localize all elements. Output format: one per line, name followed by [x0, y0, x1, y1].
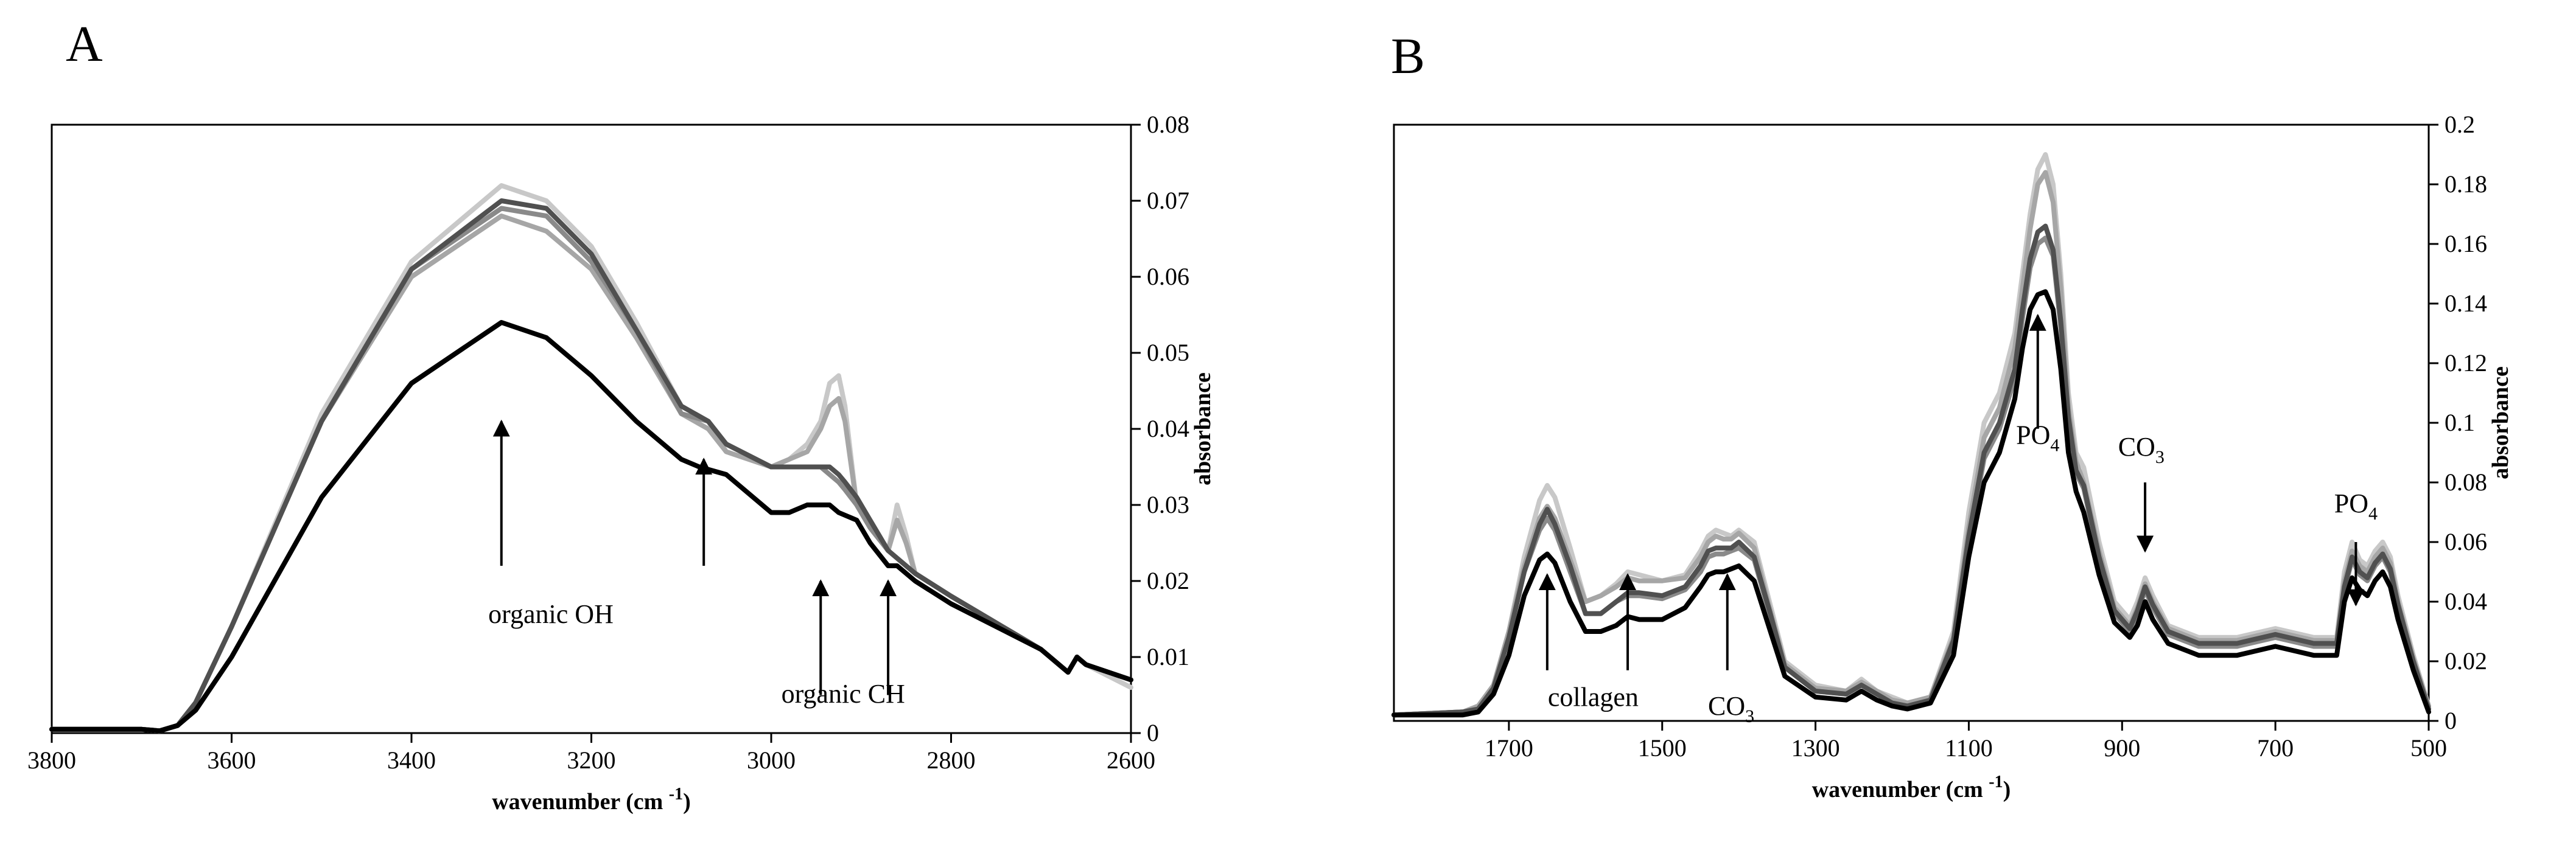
y-tick-label-b: 0.04 [2445, 588, 2487, 615]
x-axis-title-text: wavenumber (cm [492, 789, 669, 815]
panel-label-a: A [66, 16, 103, 72]
x-tick-label-b: 900 [2104, 734, 2140, 762]
annotation-label: CO3 [2118, 432, 2165, 467]
x-tick-label-b: 1500 [1638, 734, 1687, 762]
x-tick-label-b: 1700 [1485, 734, 1533, 762]
annotation-subscript: 3 [2155, 447, 2165, 467]
x-axis-title-sup: -1 [669, 785, 683, 804]
annotation-label: organic OH [488, 599, 614, 629]
y-tick-label-b: 0.16 [2445, 230, 2487, 257]
y-tick-label-a: 0.04 [1147, 415, 1189, 442]
y-tick-label-b: 0.08 [2445, 468, 2487, 496]
series-line-spectrum-4 [1391, 223, 2431, 718]
x-axis-title-text: wavenumber (cm [1812, 777, 1989, 802]
series-line-spectrum-3 [49, 206, 1133, 734]
annotation-label: PO4 [2016, 420, 2059, 455]
panel-a: A 0 0.01 0.02 0.03 0.04 0.05 0.06 0.07 0.08 3800 36… [27, 16, 1216, 815]
annotation-label: collagen [1548, 683, 1639, 712]
y-tick-label-a: 0.08 [1147, 111, 1189, 138]
x-tick-label-a: 3600 [208, 746, 256, 774]
annotation-text: organic OH [488, 599, 614, 629]
x-axis-title-sup: -1 [1989, 773, 2003, 791]
x-tick-label-b: 1100 [1945, 734, 1993, 762]
y-axis-title-b: absorbance [2488, 366, 2513, 479]
y-tick-label-b: 0.12 [2445, 349, 2487, 377]
annotation-text: CO [2118, 432, 2155, 462]
annotation-subscript: 4 [2050, 435, 2059, 455]
y-tick-label-b: 0.2 [2445, 111, 2475, 138]
annotation-subscript: 4 [2368, 504, 2378, 524]
y-tick-label-b: 0.1 [2445, 409, 2475, 436]
y-tick-label-a: 0 [1147, 719, 1159, 746]
y-tick-label-a: 0.03 [1147, 491, 1189, 518]
y-tick-label-b: 0.02 [2445, 647, 2487, 675]
y-tick-label-b: 0.06 [2445, 528, 2487, 555]
x-tick-label-a: 3800 [27, 746, 76, 774]
y-tick-label-a: 0.02 [1147, 567, 1189, 594]
annotation-label: CO3 [1708, 691, 1754, 726]
y-tick-label-a: 0.07 [1147, 187, 1189, 214]
x-axis-title-close: ) [683, 789, 691, 815]
y-tick-label-a: 0.06 [1147, 263, 1189, 290]
annotation-label: organic CH [782, 679, 905, 709]
x-axis-title-b: wavenumber (cm -1) [1812, 773, 2011, 802]
x-tick-label-a: 3000 [747, 746, 796, 774]
x-tick-label-a: 2800 [927, 746, 976, 774]
panel-label-b: B [1391, 28, 1425, 85]
series-line-spectrum-2 [49, 214, 1133, 734]
plot-frame-a [51, 123, 1132, 734]
y-tick-label-a: 0.01 [1147, 643, 1189, 670]
x-tick-label-a: 3400 [387, 746, 436, 774]
x-tick-label-b: 1300 [1791, 734, 1840, 762]
series-line-spectrum-3 [1391, 235, 2431, 718]
annotation-text: organic CH [782, 679, 905, 709]
y-tick-label-a: 0.05 [1147, 339, 1189, 366]
x-tick-label-b: 500 [2410, 734, 2447, 762]
x-axis-title-close: ) [2003, 777, 2011, 802]
panel-b: B 0 0.02 0.04 0.06 0.08 0.1 0.12 0.14 0.16 0.18 0.2… [1391, 28, 2513, 802]
annotation-text: PO [2334, 489, 2368, 518]
x-axis-title-a: wavenumber (cm -1) [492, 785, 691, 815]
series-line-spectrum-5 [49, 320, 1133, 734]
x-tick-label-a: 3200 [567, 746, 616, 774]
annotation-text: collagen [1548, 683, 1639, 712]
series-line-spectrum-4 [49, 198, 1133, 734]
y-tick-label-b: 0 [2445, 707, 2457, 734]
x-tick-label-a: 2600 [1107, 746, 1155, 774]
x-tick-label-b: 700 [2257, 734, 2294, 762]
y-tick-label-b: 0.18 [2445, 170, 2487, 198]
y-axis-title-a: absorbance [1190, 372, 1216, 485]
annotation-subscript: 3 [1745, 706, 1754, 726]
annotation-text: CO [1708, 691, 1745, 721]
annotation-label: PO4 [2334, 489, 2378, 524]
series-line-spectrum-5 [1391, 289, 2431, 718]
y-tick-label-b: 0.14 [2445, 290, 2487, 317]
annotation-text: PO [2016, 420, 2050, 450]
